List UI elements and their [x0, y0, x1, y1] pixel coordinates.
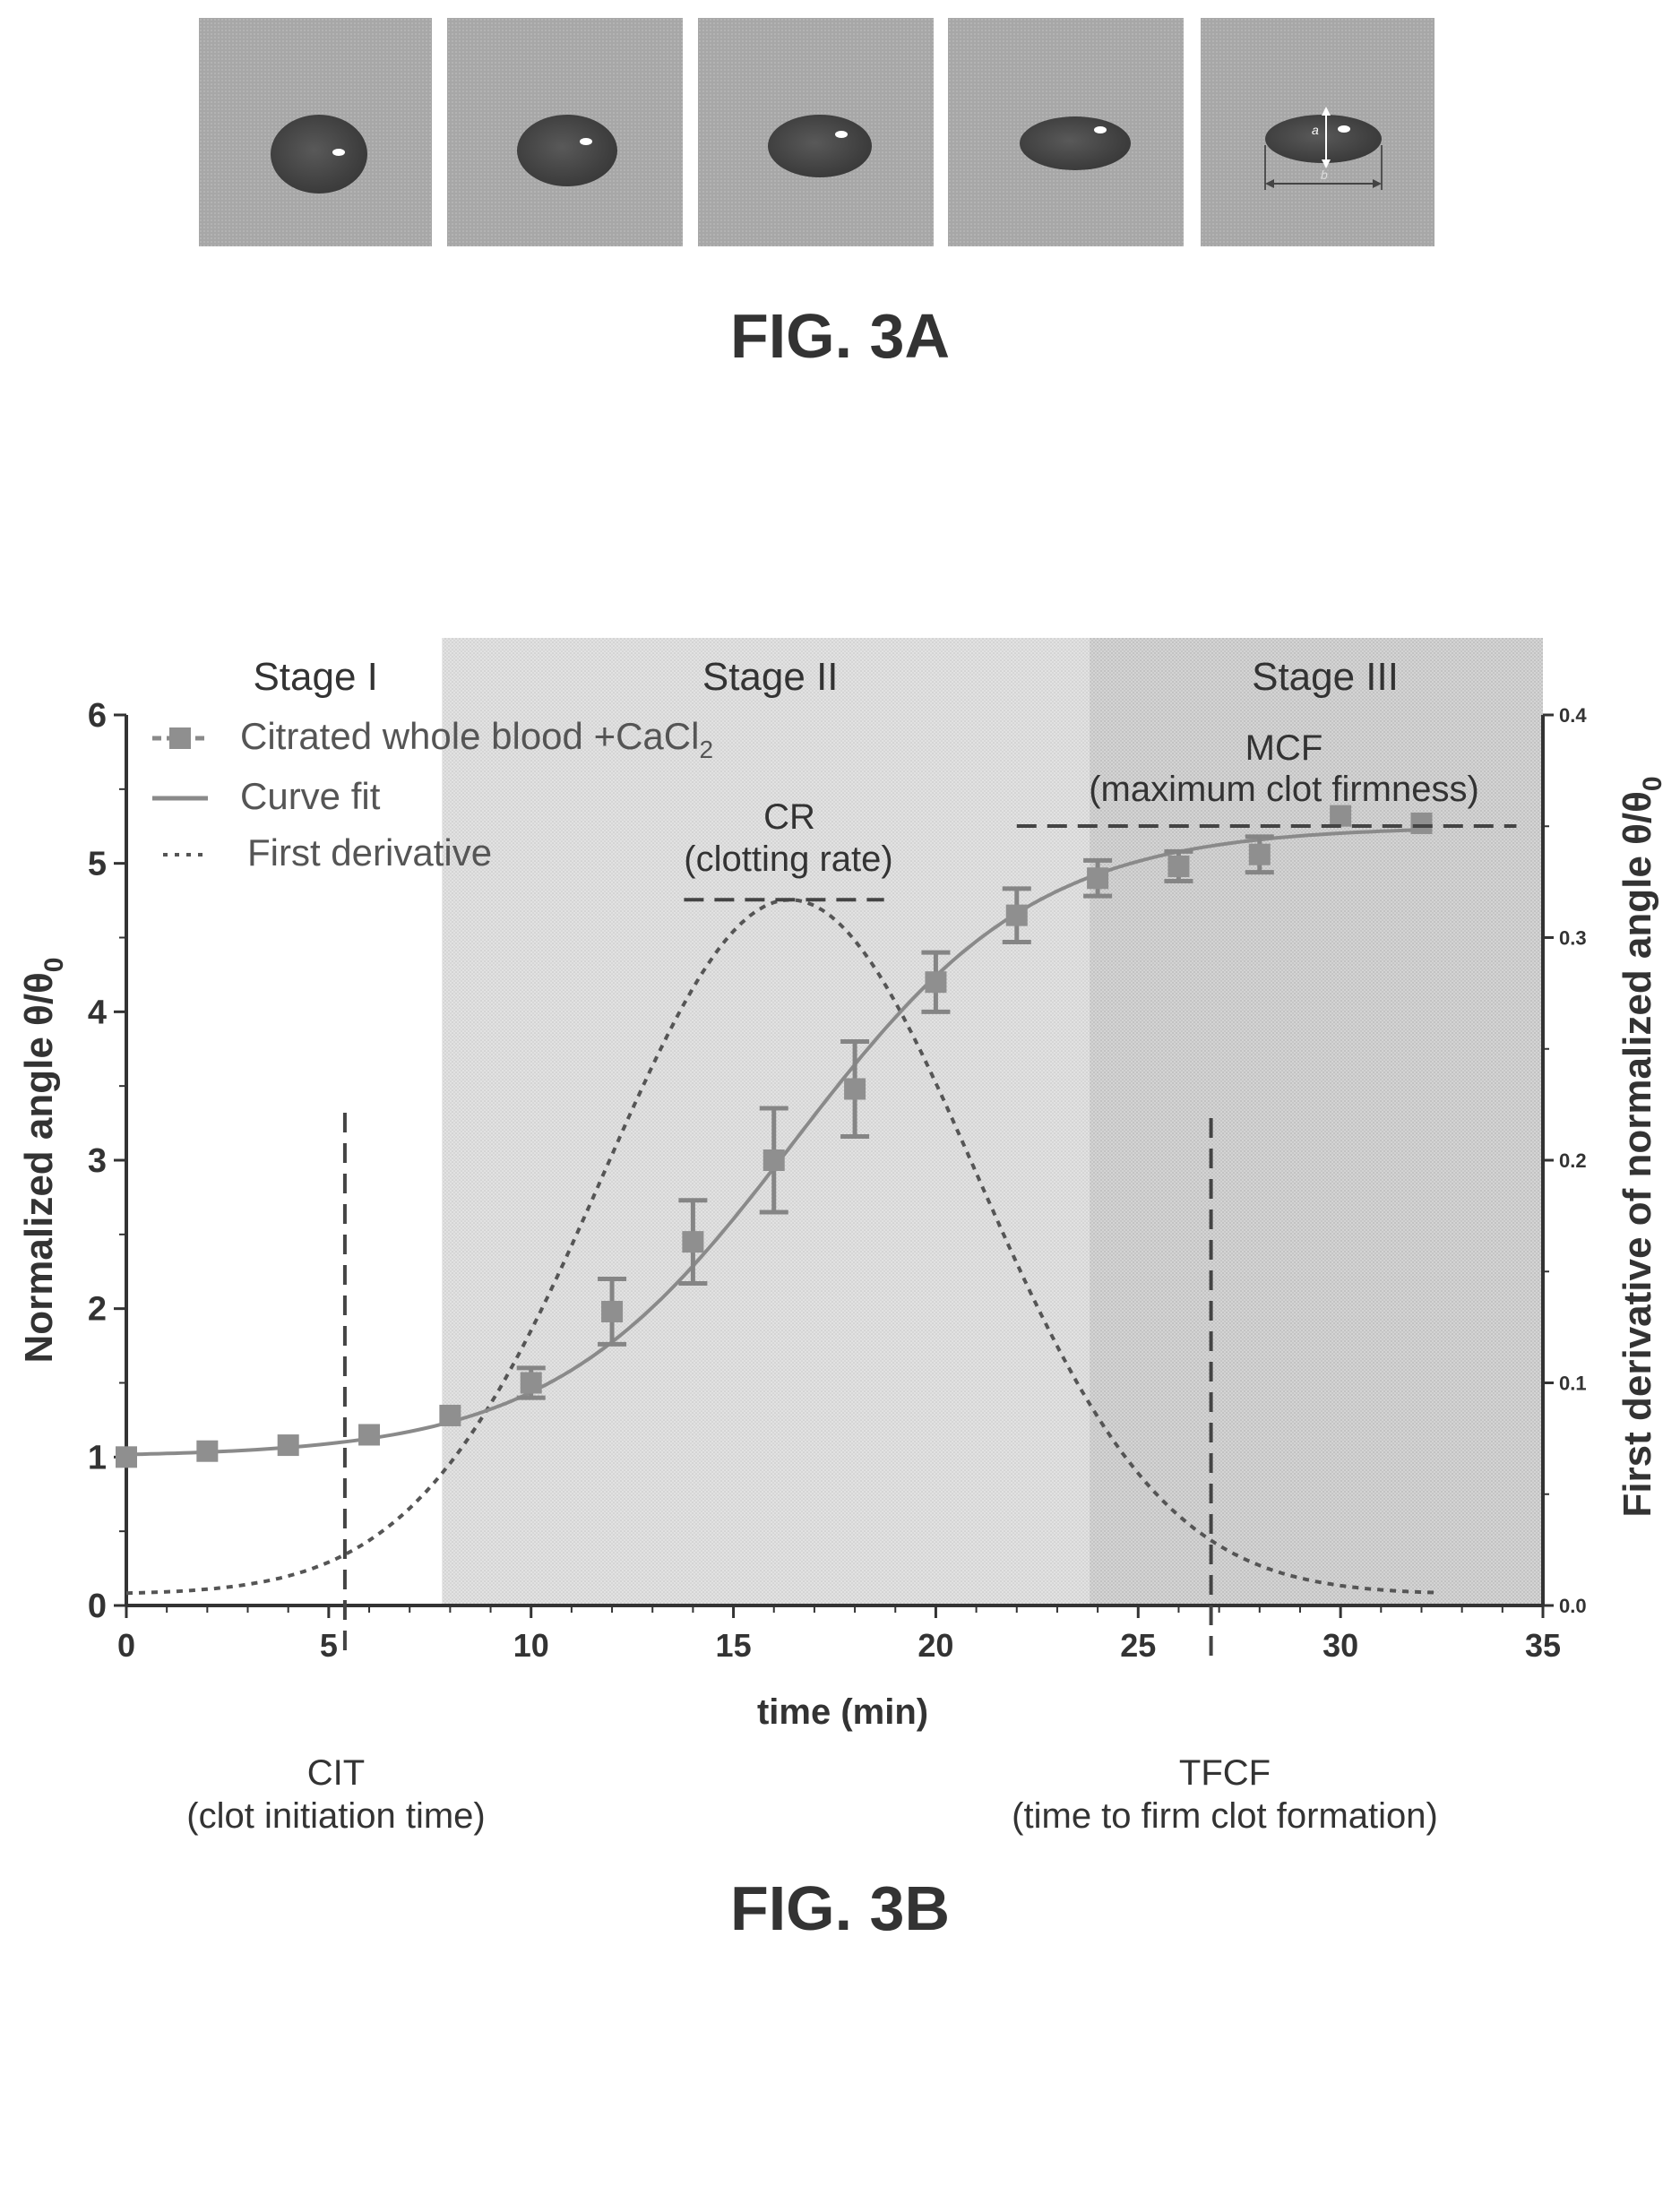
y-tick-label: 1 [88, 1439, 107, 1476]
fig-3a-panel-4 [948, 18, 1184, 246]
y-tick-label: 6 [88, 697, 107, 735]
y-tick-label: 3 [88, 1142, 107, 1180]
blood-droplet [768, 115, 872, 177]
y-axis-title: Normalized angle θ/θ0 [17, 957, 69, 1363]
tfcf-sublabel: (time to firm clot formation) [1012, 1796, 1438, 1836]
citrated-blood-series [116, 805, 1433, 1468]
legend-entry-label: Curve fit [240, 775, 381, 817]
data-point [1410, 812, 1433, 834]
x-tick-label: 35 [1525, 1627, 1561, 1664]
stage-label-3: Stage III [1252, 655, 1399, 699]
data-point [682, 1231, 704, 1253]
legend-swatch-marker [169, 727, 191, 749]
y2-tick-label: 0.3 [1559, 927, 1587, 950]
droplet-dimension-annotation: a b [1264, 107, 1383, 190]
droplet-highlight [835, 131, 848, 138]
y-tick-label: 0 [88, 1588, 107, 1625]
y2-axis-title-subscript: 0 [1638, 776, 1667, 791]
tfcf-label: TFCF [1179, 1753, 1271, 1793]
data-point [277, 1434, 299, 1457]
dimension-b-label: b [1321, 168, 1328, 182]
data-point [116, 1446, 137, 1468]
y2-tick-label: 0.1 [1559, 1373, 1587, 1395]
fig-3a-label: FIG. 3A [729, 301, 951, 371]
stage-labels: Stage I Stage II Stage III [253, 655, 1399, 699]
data-point [925, 971, 947, 994]
fig-3a-panel-2 [447, 18, 683, 246]
fig-3a-panel-3 [698, 18, 934, 246]
data-point [601, 1300, 624, 1322]
legend-entry-label: First derivative [247, 831, 492, 874]
y-tick-label: 4 [88, 994, 107, 1031]
data-point [1248, 843, 1271, 865]
x-tick-label: 5 [320, 1627, 338, 1664]
blood-droplet [517, 115, 617, 186]
data-point [762, 1149, 785, 1171]
x-tick-label: 15 [716, 1627, 752, 1664]
stage-shading [442, 638, 1543, 1605]
fig-3a-panel-1 [199, 18, 432, 246]
y-tick-label: 2 [88, 1291, 107, 1329]
droplet-highlight [1338, 125, 1350, 133]
x-tick-label: 10 [513, 1627, 549, 1664]
stage-label-1: Stage I [253, 655, 377, 699]
cr-label: CR [763, 797, 815, 837]
y2-tick-label: 0.2 [1559, 1149, 1587, 1172]
y2-tick-label: 0.0 [1559, 1595, 1587, 1617]
data-point [844, 1078, 866, 1100]
y2-axis-title: First derivative of normalized angle θ/θ… [1615, 776, 1667, 1517]
blood-droplet [1020, 116, 1131, 170]
cr-sublabel: (clotting rate) [684, 839, 892, 879]
fig-3b-label: FIG. 3B [729, 1873, 951, 1943]
annotations: CIT(clot initiation time) TFCF(time to fi… [186, 728, 1517, 1836]
mcf-sublabel: (maximum clot firmness) [1089, 770, 1479, 809]
legend-entry-subscript: 2 [699, 736, 713, 763]
x-axis-title: time (min) [757, 1692, 928, 1732]
data-point [1087, 867, 1109, 890]
y-axis-title-subscript: 0 [39, 957, 69, 972]
cit-sublabel: (clot initiation time) [186, 1796, 485, 1836]
y2-tick-label: 0.4 [1559, 704, 1587, 727]
stage-band-3 [1090, 638, 1543, 1605]
legend: Citrated whole blood +CaCl2 Curve fit Firs… [152, 715, 713, 874]
x-tick-label: 30 [1322, 1627, 1358, 1664]
fig-3a-panel-5: a b [1201, 18, 1434, 246]
data-point [439, 1404, 461, 1426]
mcf-label: MCF [1245, 728, 1323, 768]
data-point [520, 1372, 542, 1394]
x-tick-label: 20 [918, 1627, 953, 1664]
data-point [196, 1440, 219, 1462]
cit-label: CIT [307, 1753, 365, 1793]
y-tick-label: 5 [88, 846, 107, 883]
droplet-highlight [1094, 126, 1107, 133]
blood-droplet [271, 115, 367, 194]
droplet-highlight [332, 149, 345, 156]
data-point [1330, 805, 1352, 827]
data-point [1167, 855, 1190, 877]
data-point [358, 1424, 381, 1446]
clotting-chart: Stage I Stage II Stage III 0 5 10 15 20 25 30 350… [17, 638, 1667, 1836]
blood-droplet [1265, 115, 1382, 163]
stage-band-2 [442, 638, 1090, 1605]
data-point [1005, 904, 1028, 926]
droplet-highlight [580, 138, 592, 145]
x-tick-label: 25 [1120, 1627, 1156, 1664]
stage-label-2: Stage II [702, 655, 839, 699]
dimension-a-label: a [1312, 123, 1319, 137]
axes: 0 5 10 15 20 25 30 3501234560.00.10.20.30.4time… [17, 697, 1667, 1732]
legend-entry-label: Citrated whole blood +CaCl2 [240, 715, 713, 763]
x-tick-label: 0 [117, 1627, 135, 1664]
